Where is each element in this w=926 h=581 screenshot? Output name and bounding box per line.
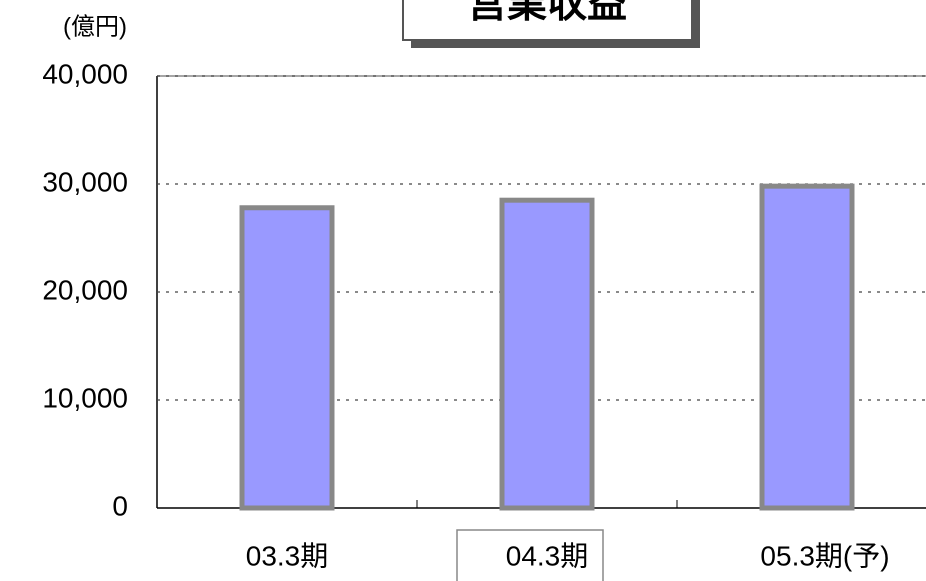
x-tick-label: 04.3期: [506, 540, 589, 571]
y-tick-label: 20,000: [42, 274, 128, 305]
y-tick-label: 40,000: [42, 58, 128, 89]
x-tick-label: 03.3期: [246, 540, 329, 571]
bar: [239, 205, 335, 511]
category-box: [456, 529, 604, 581]
y-axis-label: (億円): [63, 13, 127, 40]
chart-title: 営業収益: [467, 0, 627, 26]
y-tick-label: 10,000: [42, 382, 128, 413]
x-tick-label: 05.3期(予): [760, 540, 889, 571]
y-tick-label: 0: [112, 490, 128, 521]
title-box: [402, 0, 693, 41]
bar: [759, 183, 855, 511]
bar: [499, 197, 595, 511]
y-tick-label: 30,000: [42, 166, 128, 197]
